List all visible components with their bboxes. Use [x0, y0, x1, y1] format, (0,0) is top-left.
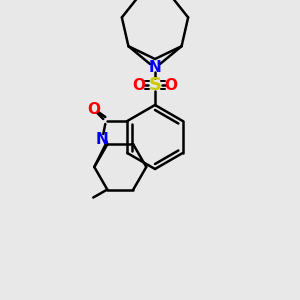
Text: O: O: [87, 101, 100, 116]
Text: O: O: [164, 77, 178, 92]
Text: O: O: [133, 77, 146, 92]
Text: S: S: [148, 76, 161, 94]
Text: N: N: [148, 59, 161, 74]
Text: N: N: [96, 131, 109, 146]
